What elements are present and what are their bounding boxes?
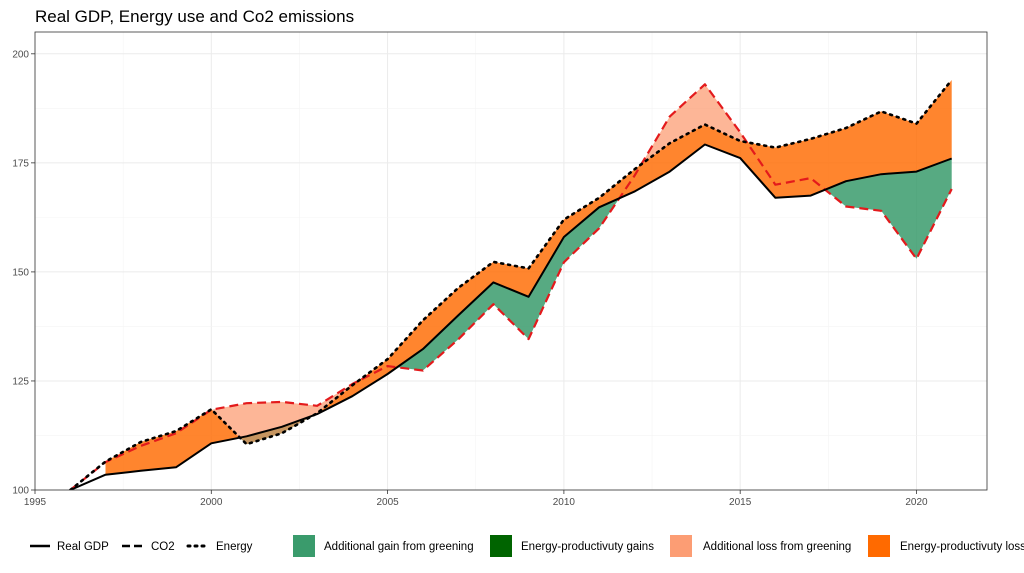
legend-label: Additional gain from greening bbox=[324, 541, 474, 553]
x-tick-label: 1995 bbox=[24, 497, 47, 508]
fill-additional-gain bbox=[397, 198, 620, 371]
legend-swatch bbox=[868, 535, 890, 557]
line-real-gdp bbox=[69, 143, 953, 490]
fill-energy-productivity-losses bbox=[105, 409, 240, 475]
fill-additional-gain bbox=[825, 158, 952, 259]
legend-label: Energy-productivuty losses bbox=[900, 541, 1024, 553]
x-tick-label: 2000 bbox=[200, 497, 223, 508]
legend-swatch bbox=[490, 535, 512, 557]
axes: 1995 2000 2005 2010 2015 2020 100 125 150 175 200 bbox=[12, 31, 988, 508]
y-tick-label: 100 bbox=[12, 486, 29, 497]
area-fills bbox=[105, 80, 952, 475]
plot-border bbox=[34, 31, 988, 491]
legend-label: Additional loss from greening bbox=[703, 541, 851, 553]
x-tick-label: 2005 bbox=[376, 497, 399, 508]
y-tick-label: 175 bbox=[12, 158, 29, 169]
chart-title: Real GDP, Energy use and Co2 emissions bbox=[35, 7, 354, 26]
legend-label: CO2 bbox=[151, 541, 175, 553]
fill-energy-productivity-losses bbox=[312, 80, 952, 416]
x-tick-label: 2020 bbox=[905, 497, 928, 508]
legend-swatch bbox=[670, 535, 692, 557]
legend-swatch bbox=[293, 535, 315, 557]
y-tick-label: 125 bbox=[12, 376, 29, 387]
series-lines bbox=[69, 78, 953, 490]
line-co2 bbox=[69, 83, 953, 490]
x-tick-label: 2015 bbox=[729, 497, 752, 508]
y-tick-label: 150 bbox=[12, 267, 29, 278]
legend: Real GDP CO2 Energy Additional gain from gr… bbox=[30, 535, 1024, 557]
plot-background bbox=[34, 32, 987, 491]
y-tick-label: 200 bbox=[12, 49, 29, 60]
x-tick-label: 2010 bbox=[553, 497, 576, 508]
line-energy bbox=[69, 78, 953, 490]
legend-label: Real GDP bbox=[57, 541, 109, 553]
legend-label: Energy bbox=[216, 541, 253, 553]
legend-label: Energy-productivuty gains bbox=[521, 541, 654, 553]
fill-additional-loss bbox=[211, 381, 358, 445]
